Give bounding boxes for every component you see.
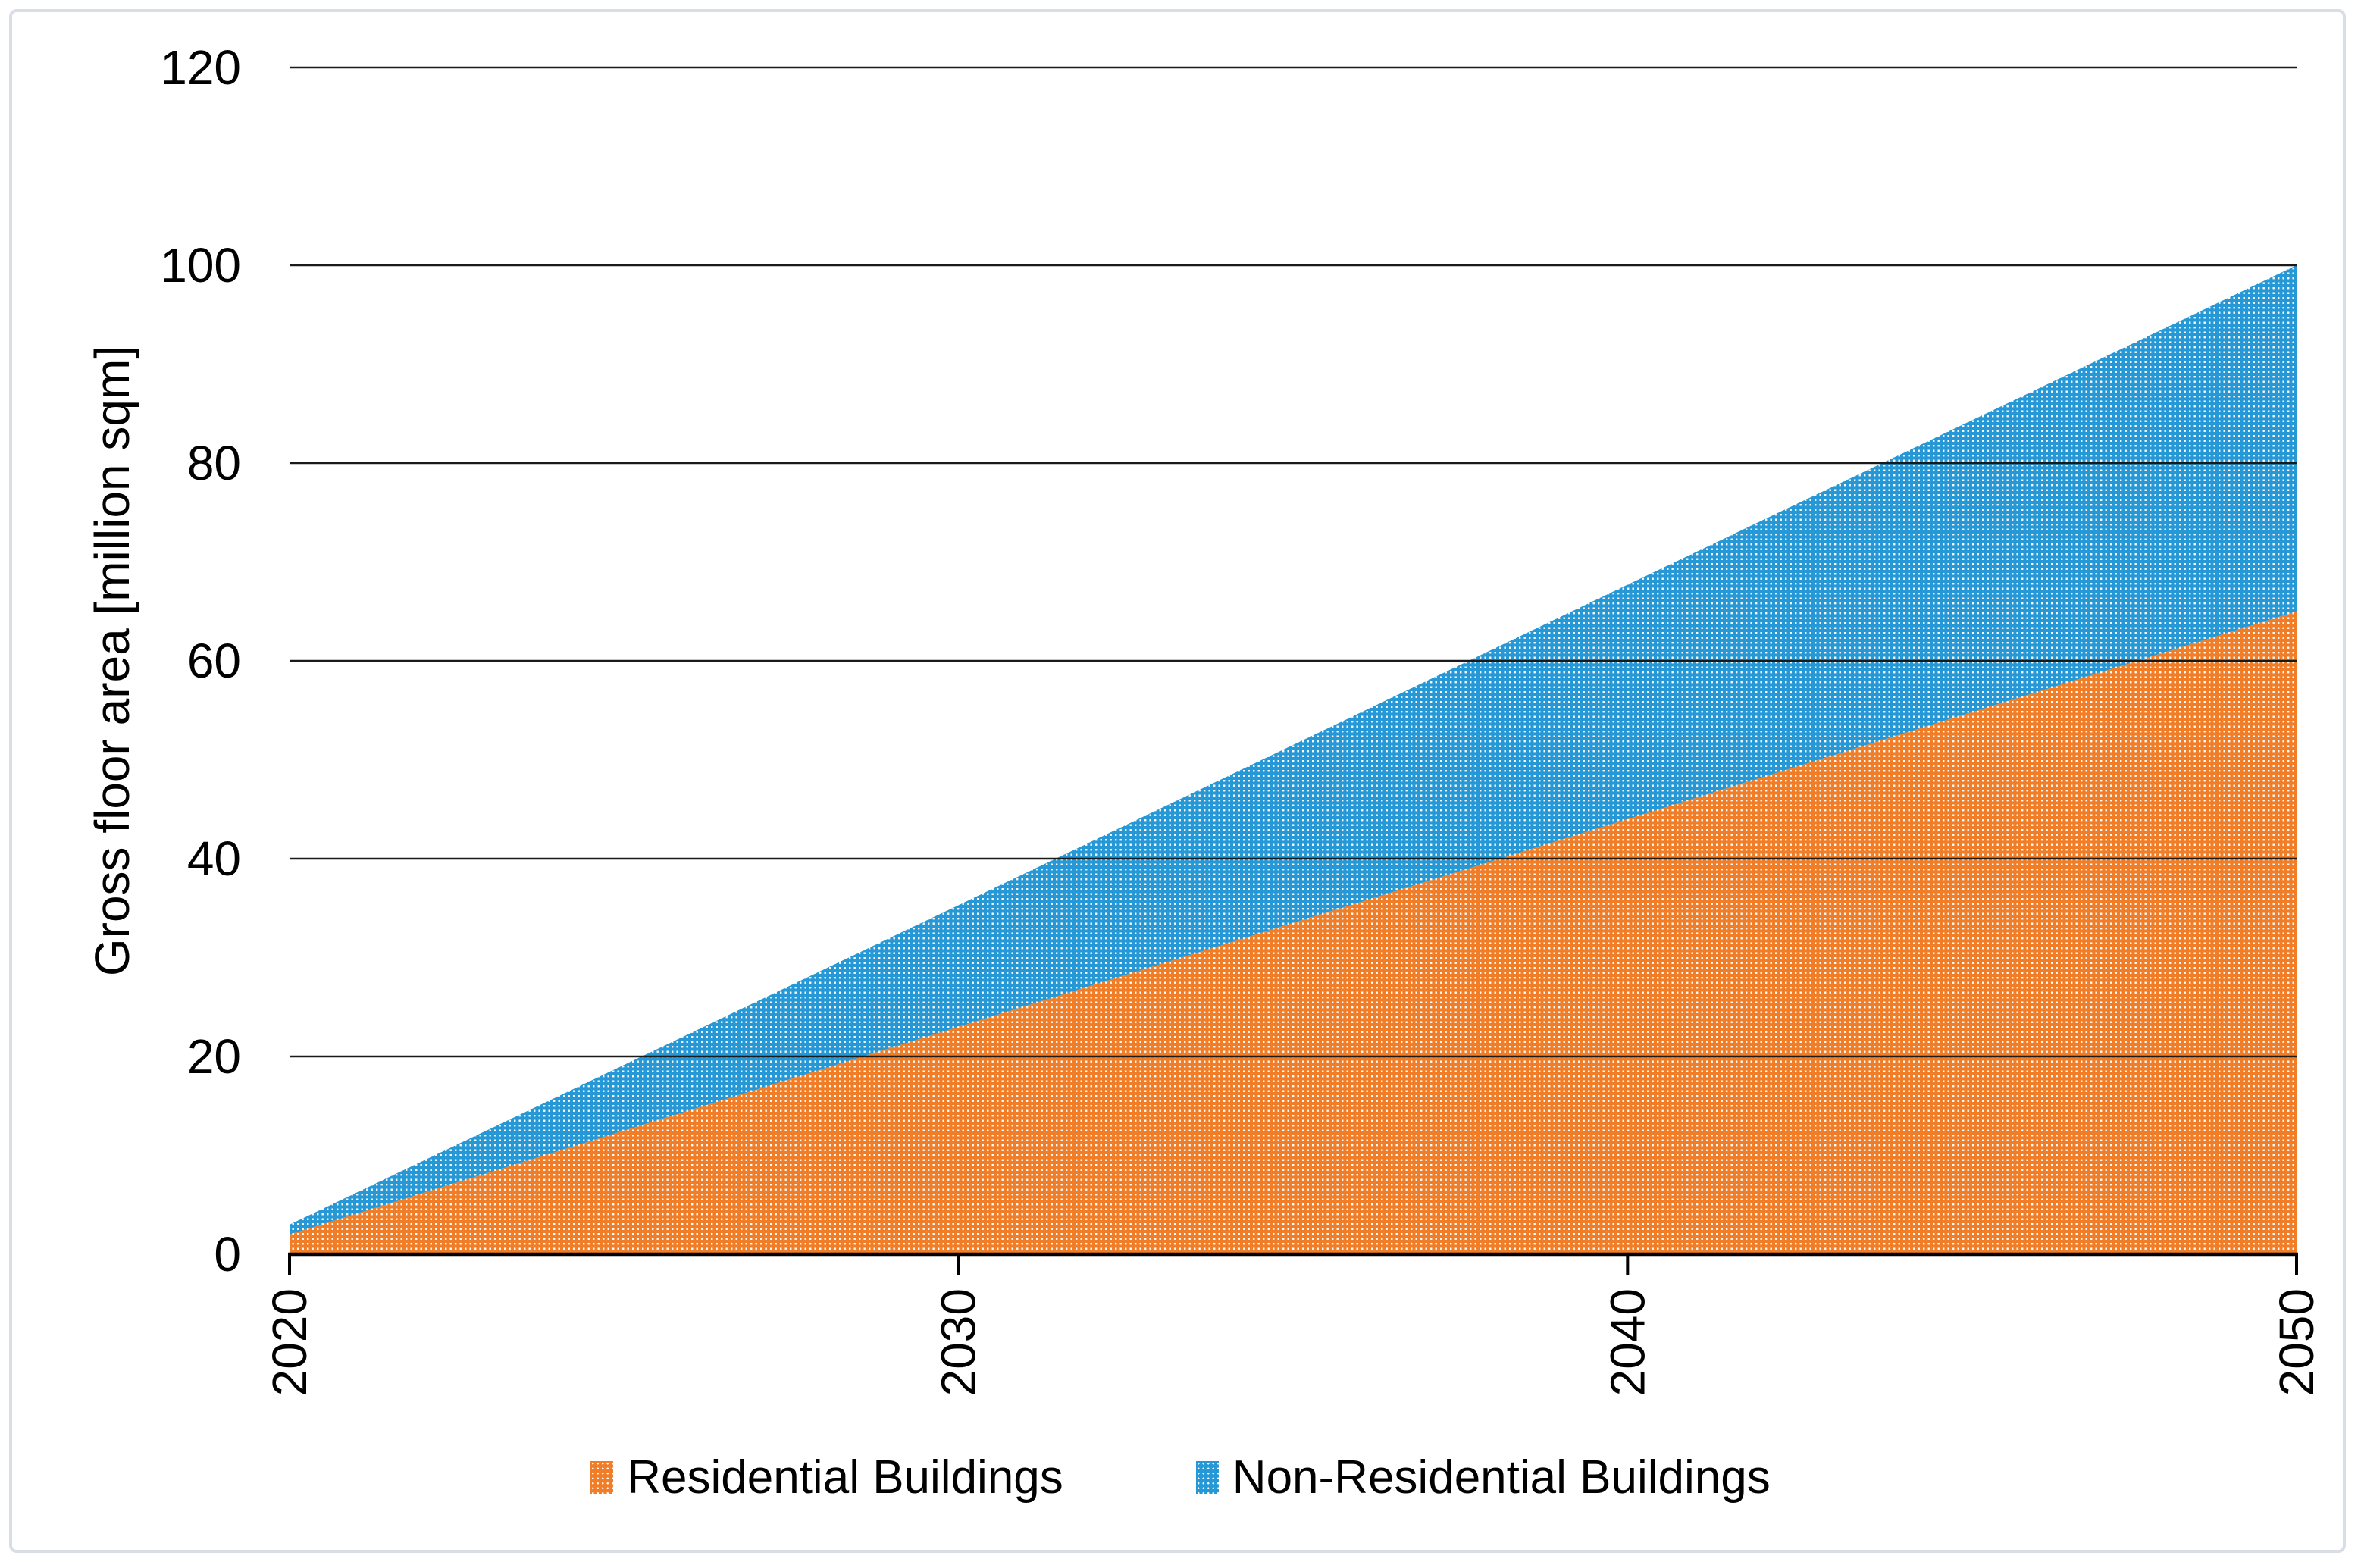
x-tick-label-2040: 2040 <box>1600 1288 1655 1396</box>
area-series-0 <box>290 611 2297 1254</box>
y-tick-label-100: 100 <box>160 238 241 293</box>
legend: Residential Buildings Non-Residential Bu… <box>0 1440 2361 1516</box>
legend-label-non-residential: Non-Residential Buildings <box>1232 1451 1771 1504</box>
legend-label-residential: Residential Buildings <box>627 1451 1063 1504</box>
y-tick-label-0: 0 <box>214 1227 241 1282</box>
legend-swatch-residential <box>590 1461 614 1494</box>
y-tick-label-120: 120 <box>160 40 241 95</box>
legend-item-residential: Residential Buildings <box>590 1454 1063 1501</box>
y-tick-label-20: 20 <box>187 1029 241 1084</box>
y-tick-label-80: 80 <box>187 436 241 490</box>
area-series-1 <box>290 265 2297 1235</box>
legend-swatch-non-residential <box>1195 1461 1219 1494</box>
x-tick-label-2050: 2050 <box>2269 1288 2324 1396</box>
figure-border <box>9 9 2346 1553</box>
x-tick-label-2030: 2030 <box>932 1288 986 1396</box>
legend-item-non-residential: Non-Residential Buildings <box>1195 1451 1771 1504</box>
x-tick-label-2020: 2020 <box>262 1288 317 1396</box>
y-tick-label-40: 40 <box>187 831 241 886</box>
y-tick-label-60: 60 <box>187 634 241 688</box>
y-axis-title: Gross floor area [million sqm] <box>85 346 139 976</box>
